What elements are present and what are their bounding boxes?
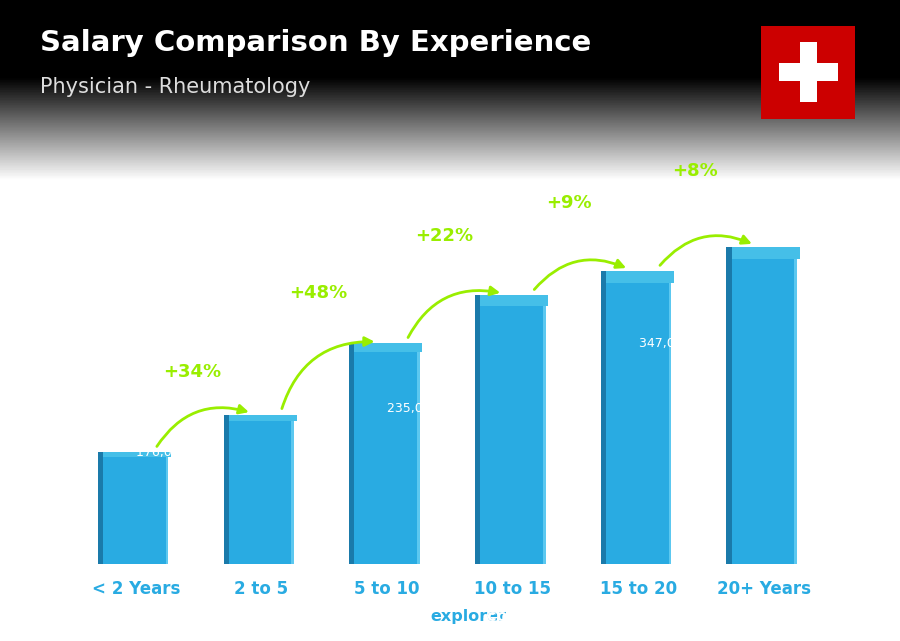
Text: 176,000 CHF: 176,000 CHF (136, 445, 217, 459)
Text: Salary Comparison By Experience: Salary Comparison By Experience (40, 29, 592, 57)
Text: 235,000 CHF: 235,000 CHF (387, 401, 468, 415)
Bar (543, 295, 545, 564)
Text: +22%: +22% (415, 227, 473, 245)
Bar (223, 415, 229, 564)
Bar (418, 344, 419, 564)
Bar (481, 295, 548, 306)
Text: Average Yearly Salary: Average Yearly Salary (874, 341, 884, 454)
Bar (600, 271, 606, 564)
Text: Physician - Rheumatology: Physician - Rheumatology (40, 77, 310, 97)
Bar (732, 247, 797, 564)
Text: +34%: +34% (163, 363, 221, 381)
Bar (606, 271, 671, 564)
Text: +9%: +9% (546, 194, 592, 212)
Bar (355, 344, 422, 352)
Bar (475, 295, 481, 564)
Bar (166, 452, 168, 564)
Bar (355, 344, 419, 564)
Text: +48%: +48% (289, 284, 347, 302)
Text: +8%: +8% (672, 162, 718, 180)
Bar (481, 295, 545, 564)
Bar (229, 415, 297, 420)
Text: .com: .com (482, 610, 525, 624)
Bar (349, 344, 355, 564)
Bar (103, 452, 168, 564)
Text: 423,000 CHF: 423,000 CHF (890, 288, 900, 302)
Bar (800, 42, 817, 102)
Bar (726, 247, 732, 564)
Bar (606, 271, 674, 283)
Bar (669, 271, 671, 564)
Text: salary: salary (392, 610, 446, 624)
Text: explorer: explorer (430, 610, 507, 624)
Text: 347,000 CHF: 347,000 CHF (639, 337, 720, 350)
Bar (732, 247, 799, 260)
Bar (229, 415, 294, 564)
Bar (98, 452, 103, 564)
Bar (779, 63, 838, 81)
Bar (292, 415, 294, 564)
Bar (103, 452, 171, 456)
Bar (795, 247, 797, 564)
